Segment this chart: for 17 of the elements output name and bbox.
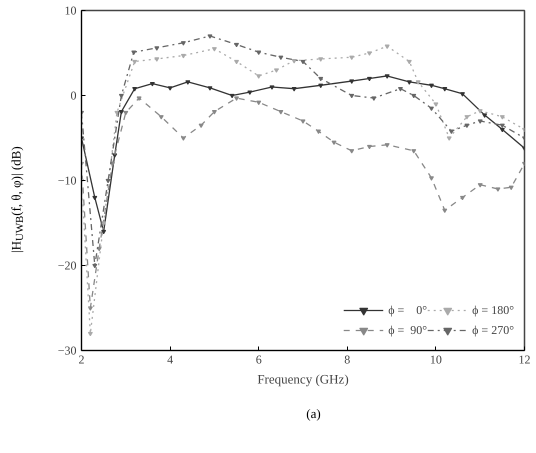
y-tick-label: 10 (64, 4, 76, 18)
x-tick-label: 12 (518, 352, 530, 366)
legend-label: ϕ = 90° (388, 322, 428, 338)
legend-label: ϕ = 0° (388, 302, 428, 318)
text: (a) (306, 405, 321, 423)
legend-label: ϕ = 180° (472, 302, 514, 318)
y-tick-label: −10 (58, 174, 77, 188)
x-axis-title: Frequency (GHz) (257, 372, 349, 386)
x-tick-label: 6 (256, 352, 262, 366)
x-tick-label: 10 (430, 352, 442, 366)
y-tick-label: −30 (58, 344, 77, 358)
x-tick-label: 8 (344, 352, 350, 366)
legend-label: ϕ = 270° (472, 322, 514, 338)
y-tick-label: 0 (70, 88, 76, 102)
y-tick-label: −20 (58, 258, 77, 272)
x-tick-label: 2 (78, 352, 84, 366)
x-tick-label: 4 (167, 352, 174, 366)
